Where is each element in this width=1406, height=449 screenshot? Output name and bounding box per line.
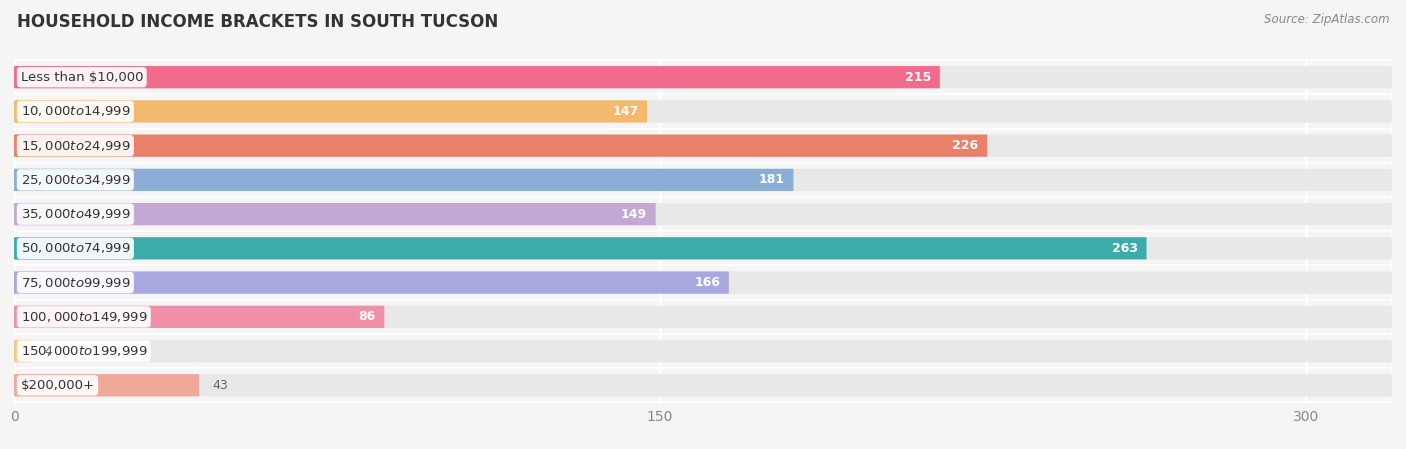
- Bar: [14, 60, 1392, 94]
- FancyBboxPatch shape: [14, 272, 1392, 294]
- Text: $100,000 to $149,999: $100,000 to $149,999: [21, 310, 148, 324]
- Text: $50,000 to $74,999: $50,000 to $74,999: [21, 242, 131, 255]
- FancyBboxPatch shape: [14, 306, 1392, 328]
- FancyBboxPatch shape: [14, 374, 200, 396]
- Bar: [14, 334, 1392, 368]
- Bar: [14, 163, 1392, 197]
- FancyBboxPatch shape: [14, 374, 1392, 396]
- FancyBboxPatch shape: [14, 135, 1392, 157]
- Text: 147: 147: [612, 105, 638, 118]
- Text: 4: 4: [44, 344, 52, 357]
- FancyBboxPatch shape: [14, 66, 939, 88]
- FancyBboxPatch shape: [14, 203, 1392, 225]
- Bar: [14, 368, 1392, 402]
- FancyBboxPatch shape: [14, 237, 1392, 260]
- FancyBboxPatch shape: [14, 340, 1392, 362]
- Text: 166: 166: [695, 276, 720, 289]
- Text: Source: ZipAtlas.com: Source: ZipAtlas.com: [1264, 13, 1389, 26]
- Bar: [14, 197, 1392, 231]
- Text: $10,000 to $14,999: $10,000 to $14,999: [21, 105, 131, 119]
- FancyBboxPatch shape: [14, 203, 655, 225]
- Text: $35,000 to $49,999: $35,000 to $49,999: [21, 207, 131, 221]
- Text: HOUSEHOLD INCOME BRACKETS IN SOUTH TUCSON: HOUSEHOLD INCOME BRACKETS IN SOUTH TUCSO…: [17, 13, 498, 31]
- Text: 181: 181: [759, 173, 785, 186]
- Text: 215: 215: [905, 70, 931, 84]
- Bar: [14, 265, 1392, 299]
- Text: $200,000+: $200,000+: [21, 379, 94, 392]
- FancyBboxPatch shape: [14, 100, 647, 123]
- Text: $75,000 to $99,999: $75,000 to $99,999: [21, 276, 131, 290]
- FancyBboxPatch shape: [14, 135, 987, 157]
- Text: Less than $10,000: Less than $10,000: [21, 70, 143, 84]
- Text: 226: 226: [952, 139, 979, 152]
- FancyBboxPatch shape: [14, 237, 1146, 260]
- Text: $15,000 to $24,999: $15,000 to $24,999: [21, 139, 131, 153]
- FancyBboxPatch shape: [14, 340, 31, 362]
- Text: 86: 86: [359, 310, 375, 323]
- FancyBboxPatch shape: [14, 306, 384, 328]
- Text: 149: 149: [621, 207, 647, 220]
- Text: 43: 43: [212, 379, 228, 392]
- FancyBboxPatch shape: [14, 272, 728, 294]
- FancyBboxPatch shape: [14, 169, 793, 191]
- Text: 263: 263: [1112, 242, 1137, 255]
- Bar: [14, 128, 1392, 163]
- FancyBboxPatch shape: [14, 100, 1392, 123]
- FancyBboxPatch shape: [14, 169, 1392, 191]
- Bar: [14, 94, 1392, 128]
- Bar: [14, 231, 1392, 265]
- Text: $25,000 to $34,999: $25,000 to $34,999: [21, 173, 131, 187]
- FancyBboxPatch shape: [14, 66, 1392, 88]
- Text: $150,000 to $199,999: $150,000 to $199,999: [21, 344, 148, 358]
- Bar: [14, 299, 1392, 334]
